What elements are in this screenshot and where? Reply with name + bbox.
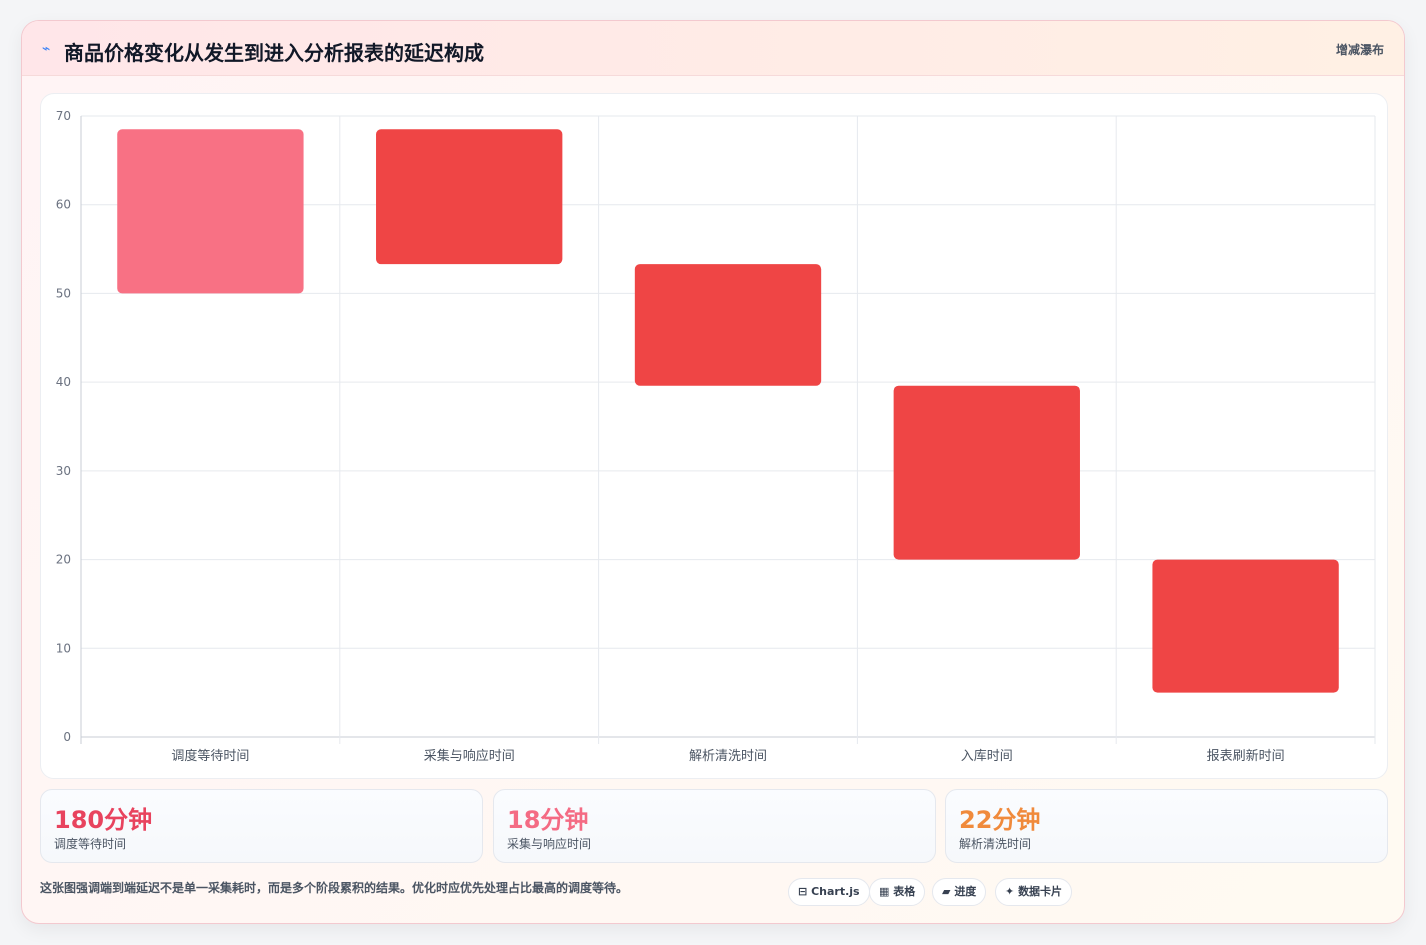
chart-icon: ⊟ (798, 885, 808, 898)
card-icon: ✦ (1005, 885, 1015, 898)
x-tick-label: 入库时间 (961, 748, 1013, 764)
kpi-label: 采集与响应时间 (507, 837, 592, 851)
tag-label: 表格 (893, 885, 916, 898)
y-tick-label: 30 (56, 464, 71, 478)
kpi-value: 22分钟 (959, 806, 1041, 834)
report-card: ⌁ 商品价格变化从发生到进入分析报表的延迟构成 增减瀑布 0 10 20 30 40 50… (21, 20, 1405, 924)
y-tick-label: 40 (56, 375, 71, 389)
chart-type-tag: 增减瀑布 (1335, 43, 1384, 57)
y-tick-label: 60 (56, 198, 71, 212)
tag-chartjs[interactable]: ⊟ Chart.js (788, 878, 870, 906)
kpi-card-scheduling: 180分钟 调度等待时间 (40, 789, 483, 863)
bar-5 (1152, 559, 1339, 693)
insight-note: 这张图强调端到端延迟不是单一采集耗时，而是多个阶段累积的结果。优化时应优先处理占… (40, 881, 629, 895)
kpi-label: 调度等待时间 (54, 837, 127, 851)
y-tick-label: 0 (63, 730, 71, 744)
bar-2 (376, 129, 563, 265)
chart-panel: 0 10 20 30 40 50 60 70 调度等待时间 采集与响应时间 解析清洗时间 入库时间 报表… (40, 93, 1388, 779)
tag-data-card[interactable]: ✦ 数据卡片 (995, 878, 1073, 906)
bar-4 (893, 385, 1080, 560)
x-tick-label: 解析清洗时间 (689, 749, 767, 764)
tag-label: Chart.js (811, 885, 860, 898)
y-tick-label: 10 (56, 641, 71, 655)
tag-table[interactable]: ▦ 表格 (869, 878, 926, 906)
kpi-value: 18分钟 (507, 806, 589, 834)
tag-label: 进度 (954, 885, 977, 898)
waterfall-chart: 0 10 20 30 40 50 60 70 调度等待时间 采集与响应时间 解析清洗时间 入库时间 报表… (56, 109, 1376, 764)
tag-progress[interactable]: ▰ 进度 (932, 878, 987, 906)
y-tick-label: 50 (56, 286, 71, 300)
sparkline-icon: ⌁ (42, 41, 51, 57)
x-tick-label: 采集与响应时间 (424, 748, 515, 764)
y-tick-label: 20 (56, 553, 71, 567)
bar-1 (117, 129, 304, 294)
table-icon: ▦ (879, 885, 890, 898)
bar-3 (634, 264, 822, 386)
chart-title: 商品价格变化从发生到进入分析报表的延迟构成 (64, 41, 484, 65)
kpi-label: 解析清洗时间 (959, 837, 1032, 851)
x-tick-label: 调度等待时间 (171, 748, 249, 764)
x-tick-label: 报表刷新时间 (1207, 748, 1285, 764)
y-tick-label: 70 (56, 109, 71, 123)
progress-icon: ▰ (942, 885, 951, 898)
kpi-value: 180分钟 (54, 806, 153, 834)
card-header: ⌁ 商品价格变化从发生到进入分析报表的延迟构成 增减瀑布 (22, 21, 1404, 76)
tag-label: 数据卡片 (1018, 885, 1063, 898)
kpi-card-parsing: 22分钟 解析清洗时间 (945, 789, 1388, 863)
kpi-card-collection: 18分钟 采集与响应时间 (493, 789, 936, 863)
